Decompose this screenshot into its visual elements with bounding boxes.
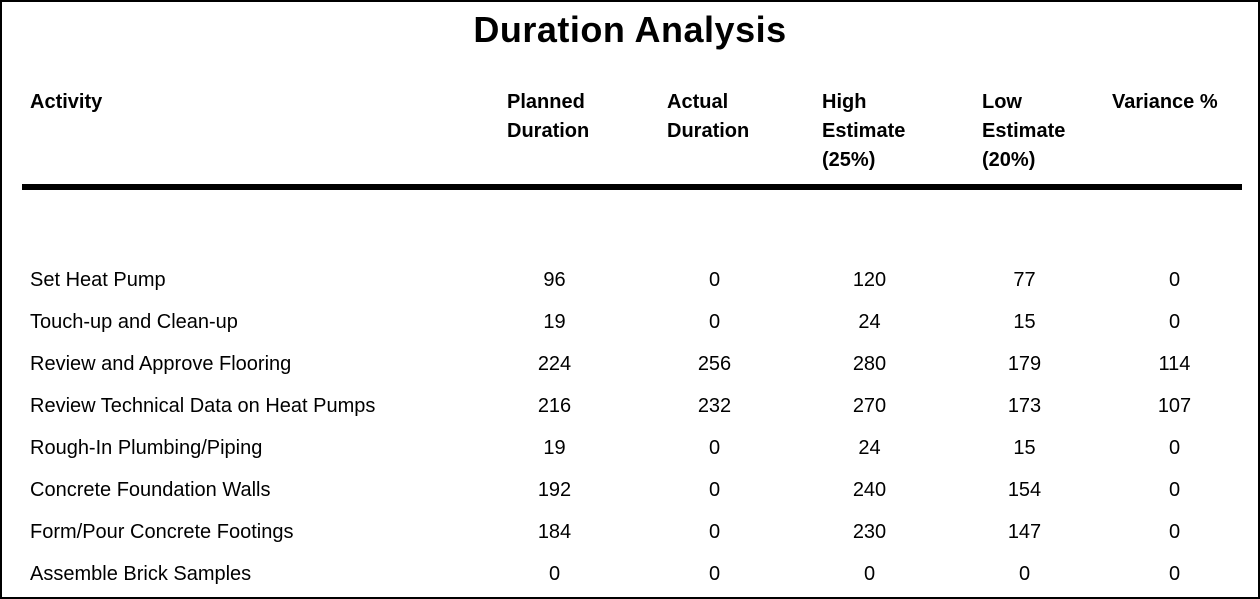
header-divider-rule bbox=[22, 184, 1242, 190]
actual-duration-cell: 0 bbox=[708, 479, 721, 501]
high-estimate-cell: 120 bbox=[852, 269, 887, 291]
planned-duration-cell: 216 bbox=[537, 395, 572, 417]
actual-duration-cell: 232 bbox=[697, 395, 732, 417]
column-header-activity: Activity bbox=[30, 91, 103, 113]
variance-pct-cell: 0 bbox=[1168, 563, 1181, 585]
high-estimate-cell: 24 bbox=[858, 311, 881, 333]
high-estimate-cell: 280 bbox=[852, 353, 887, 375]
variance-pct-cell: 0 bbox=[1168, 437, 1181, 459]
actual-duration-cell: 0 bbox=[708, 311, 721, 333]
planned-duration-cell: 184 bbox=[537, 521, 572, 543]
table-row: Assemble Brick Samples 0 0 0 0 0 bbox=[22, 553, 1242, 595]
planned-duration-cell: 0 bbox=[548, 563, 561, 585]
actual-duration-cell: 0 bbox=[708, 563, 721, 585]
high-estimate-cell: 0 bbox=[863, 563, 876, 585]
activity-cell: Assemble Brick Samples bbox=[30, 563, 252, 585]
column-header-planned-duration: Planned Duration bbox=[507, 91, 590, 142]
column-header-variance-pct: Variance % bbox=[1112, 91, 1218, 113]
activity-cell: Touch-up and Clean-up bbox=[30, 311, 238, 333]
variance-pct-cell: 114 bbox=[1158, 353, 1191, 375]
high-estimate-cell: 230 bbox=[852, 521, 887, 543]
high-estimate-cell: 270 bbox=[852, 395, 887, 417]
planned-duration-cell: 19 bbox=[543, 311, 566, 333]
table-body: Set Heat Pump 96 0 120 77 0 Touch-up and… bbox=[2, 259, 1258, 595]
column-header-actual-duration: Actual Duration bbox=[667, 91, 750, 142]
variance-pct-cell: 0 bbox=[1168, 521, 1181, 543]
activity-cell: Concrete Foundation Walls bbox=[30, 479, 271, 501]
table-row: Set Heat Pump 96 0 120 77 0 bbox=[22, 259, 1242, 301]
high-estimate-cell: 24 bbox=[858, 437, 881, 459]
planned-duration-cell: 192 bbox=[537, 479, 572, 501]
table-row: Form/Pour Concrete Footings 184 0 230 14… bbox=[22, 511, 1242, 553]
activity-cell: Set Heat Pump bbox=[30, 269, 166, 291]
activity-cell: Rough-In Plumbing/Piping bbox=[30, 437, 263, 459]
report-title: Duration Analysis bbox=[473, 9, 787, 50]
low-estimate-cell: 154 bbox=[1007, 479, 1042, 501]
low-estimate-cell: 179 bbox=[1007, 353, 1042, 375]
low-estimate-cell: 173 bbox=[1007, 395, 1042, 417]
low-estimate-cell: 15 bbox=[1013, 437, 1036, 459]
table-row: Touch-up and Clean-up 19 0 24 15 0 bbox=[22, 301, 1242, 343]
actual-duration-cell: 0 bbox=[708, 437, 721, 459]
actual-duration-cell: 0 bbox=[708, 521, 721, 543]
actual-duration-cell: 256 bbox=[697, 353, 732, 375]
low-estimate-cell: 15 bbox=[1013, 311, 1036, 333]
activity-cell: Form/Pour Concrete Footings bbox=[30, 521, 294, 543]
activity-cell: Review Technical Data on Heat Pumps bbox=[30, 395, 376, 417]
high-estimate-cell: 240 bbox=[852, 479, 887, 501]
actual-duration-cell: 0 bbox=[708, 269, 721, 291]
table-row: Review Technical Data on Heat Pumps 216 … bbox=[22, 385, 1242, 427]
table-row: Rough-In Plumbing/Piping 19 0 24 15 0 bbox=[22, 427, 1242, 469]
planned-duration-cell: 224 bbox=[537, 353, 572, 375]
table-row: Review and Approve Flooring 224 256 280 … bbox=[22, 343, 1242, 385]
variance-pct-cell: 0 bbox=[1168, 269, 1181, 291]
low-estimate-cell: 147 bbox=[1007, 521, 1042, 543]
table-row: Concrete Foundation Walls 192 0 240 154 … bbox=[22, 469, 1242, 511]
planned-duration-cell: 96 bbox=[543, 269, 566, 291]
table-header-row: Activity Planned Duration Actual Duratio… bbox=[22, 88, 1242, 175]
column-header-low-estimate: Low Estimate (20%) bbox=[982, 91, 1066, 171]
planned-duration-cell: 19 bbox=[543, 437, 566, 459]
low-estimate-cell: 77 bbox=[1013, 269, 1036, 291]
variance-pct-cell: 0 bbox=[1168, 311, 1181, 333]
variance-pct-cell: 0 bbox=[1168, 479, 1181, 501]
variance-pct-cell: 107 bbox=[1157, 395, 1192, 417]
low-estimate-cell: 0 bbox=[1018, 563, 1031, 585]
activity-cell: Review and Approve Flooring bbox=[30, 353, 292, 375]
column-header-high-estimate: High Estimate (25%) bbox=[822, 91, 906, 171]
